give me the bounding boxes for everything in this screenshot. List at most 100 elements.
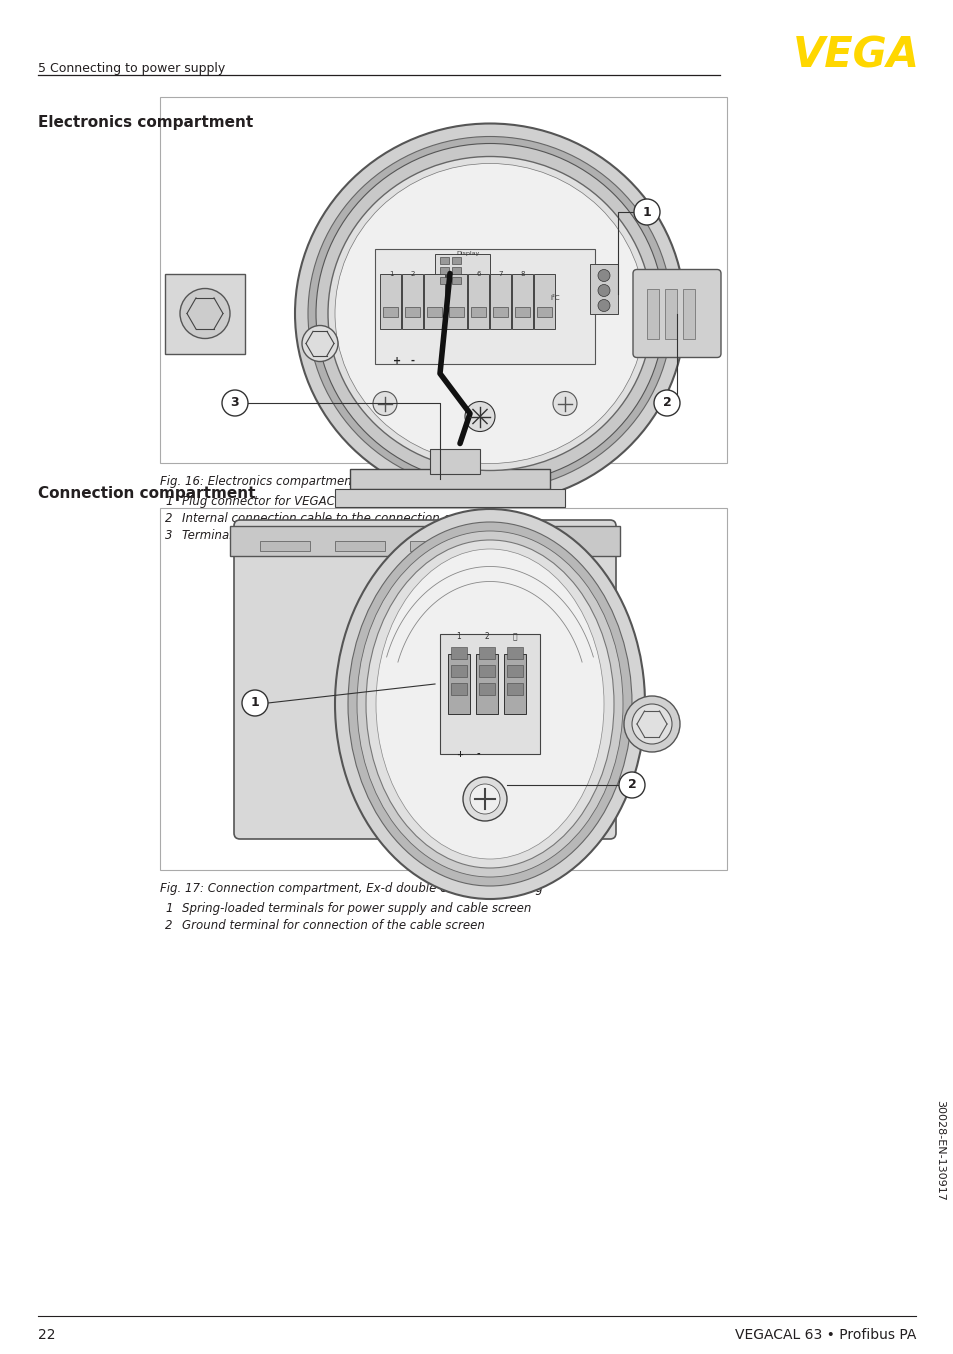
Circle shape xyxy=(470,784,499,814)
Bar xyxy=(451,665,467,677)
Bar xyxy=(664,288,677,338)
Circle shape xyxy=(222,390,248,416)
Ellipse shape xyxy=(315,144,663,483)
Text: 1: 1 xyxy=(251,696,259,709)
Bar xyxy=(490,274,511,329)
Text: 2: 2 xyxy=(165,919,172,932)
Bar xyxy=(439,276,449,283)
Circle shape xyxy=(180,288,230,338)
Bar xyxy=(448,654,470,714)
Text: Fig. 16: Electronics compartment, double chamber housing: Fig. 16: Electronics compartment, double… xyxy=(160,475,510,487)
Bar xyxy=(646,288,659,338)
Bar xyxy=(439,634,539,754)
Ellipse shape xyxy=(328,157,651,470)
Text: Fig. 17: Connection compartment, Ex-d double chamber housing: Fig. 17: Connection compartment, Ex-d do… xyxy=(160,881,542,895)
Text: Spring-loaded terminals for power supply and cable screen: Spring-loaded terminals for power supply… xyxy=(182,902,531,915)
Text: 1: 1 xyxy=(165,902,172,915)
Text: Connection compartment: Connection compartment xyxy=(38,486,255,501)
Bar xyxy=(452,276,460,283)
Bar xyxy=(160,508,726,871)
Text: Plug connector for VEGACONNECT (I²C interface): Plug connector for VEGACONNECT (I²C inte… xyxy=(182,496,470,508)
Bar xyxy=(335,542,385,551)
Circle shape xyxy=(598,299,609,311)
Bar xyxy=(379,274,400,329)
Text: 2: 2 xyxy=(662,397,671,409)
Bar xyxy=(471,306,485,317)
Ellipse shape xyxy=(366,540,614,868)
Bar xyxy=(401,274,422,329)
Circle shape xyxy=(631,704,671,743)
Bar xyxy=(682,288,695,338)
Bar xyxy=(493,306,507,317)
Bar xyxy=(449,306,463,317)
Text: 22: 22 xyxy=(38,1328,55,1342)
Text: Electronics compartment: Electronics compartment xyxy=(38,115,253,130)
Bar xyxy=(512,274,533,329)
Bar xyxy=(515,306,530,317)
Circle shape xyxy=(462,777,506,821)
Circle shape xyxy=(618,772,644,798)
Text: +: + xyxy=(456,750,463,760)
Bar xyxy=(478,665,495,677)
Bar xyxy=(439,267,449,274)
Bar xyxy=(506,665,522,677)
Bar xyxy=(506,682,522,695)
Circle shape xyxy=(623,696,679,751)
Circle shape xyxy=(598,269,609,282)
Text: 1: 1 xyxy=(456,632,461,640)
Text: Internal connection cable to the connection compartment: Internal connection cable to the connect… xyxy=(182,512,523,525)
Bar xyxy=(446,274,467,329)
Text: 7: 7 xyxy=(498,271,503,276)
Bar xyxy=(395,815,555,835)
Text: VEGACAL 63 • Profibus PA: VEGACAL 63 • Profibus PA xyxy=(734,1328,915,1342)
Bar xyxy=(452,256,460,264)
Bar xyxy=(478,682,495,695)
Bar xyxy=(478,647,495,659)
Text: 2: 2 xyxy=(627,779,636,792)
Bar xyxy=(476,654,497,714)
Text: +: + xyxy=(393,356,400,366)
Circle shape xyxy=(242,691,268,716)
Bar xyxy=(451,647,467,659)
Circle shape xyxy=(654,390,679,416)
Bar xyxy=(439,256,449,264)
Circle shape xyxy=(373,391,396,416)
Text: 3: 3 xyxy=(165,529,172,542)
Bar xyxy=(165,274,245,353)
Bar xyxy=(451,682,467,695)
Text: ⏚: ⏚ xyxy=(512,632,517,640)
Bar xyxy=(427,306,441,317)
Bar xyxy=(430,448,479,474)
Bar xyxy=(335,489,564,506)
Bar xyxy=(468,274,489,329)
Bar xyxy=(534,274,555,329)
Text: VEGA: VEGA xyxy=(792,34,919,76)
Text: -: - xyxy=(411,356,415,366)
FancyBboxPatch shape xyxy=(233,520,616,839)
Bar xyxy=(589,264,618,314)
Text: 6: 6 xyxy=(476,271,480,276)
Bar xyxy=(350,468,550,489)
Bar xyxy=(435,253,490,288)
Ellipse shape xyxy=(348,523,631,886)
Text: 2: 2 xyxy=(484,632,489,640)
Bar xyxy=(452,267,460,274)
Text: 5 Connecting to power supply: 5 Connecting to power supply xyxy=(38,62,225,74)
Text: 1: 1 xyxy=(642,206,651,218)
Circle shape xyxy=(464,402,495,432)
Circle shape xyxy=(634,199,659,225)
Bar xyxy=(415,835,535,852)
Bar xyxy=(382,306,397,317)
Ellipse shape xyxy=(294,123,684,504)
Text: -: - xyxy=(476,750,479,760)
Text: Terminals for VEGADIS 61: Terminals for VEGADIS 61 xyxy=(182,529,334,542)
Bar xyxy=(405,306,419,317)
Text: 2: 2 xyxy=(165,512,172,525)
Ellipse shape xyxy=(335,164,644,463)
Ellipse shape xyxy=(335,509,644,899)
Ellipse shape xyxy=(375,548,603,858)
Bar xyxy=(375,249,595,363)
Text: Display: Display xyxy=(456,252,479,256)
Text: 3: 3 xyxy=(231,397,239,409)
Bar xyxy=(160,97,726,463)
